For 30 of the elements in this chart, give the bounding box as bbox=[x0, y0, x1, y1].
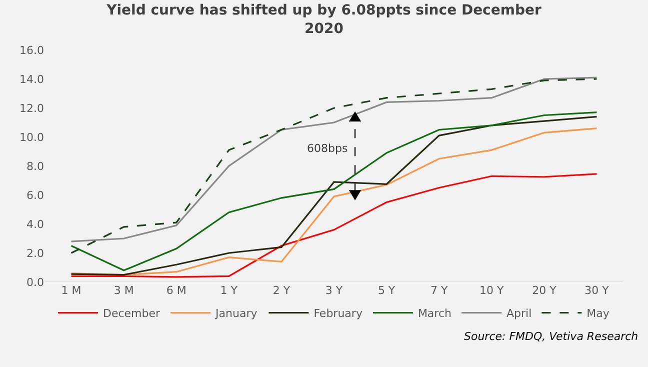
annotation: 608bps bbox=[307, 142, 348, 155]
legend-label: March bbox=[418, 307, 452, 320]
legend-label: February bbox=[314, 307, 363, 320]
legend-label: January bbox=[214, 307, 258, 320]
chart-title: Yield curve has shifted up by 6.08ppts since December 2020 bbox=[106, 2, 542, 37]
y-tick-label: 16.0 bbox=[20, 44, 44, 57]
source-note: Source: FMDQ, Vetiva Research bbox=[464, 330, 638, 343]
y-tick-label: 2.0 bbox=[26, 246, 44, 260]
x-tick-label: 10 Y bbox=[480, 284, 504, 297]
x-tick-label: 6 M bbox=[166, 284, 186, 297]
legend-label: May bbox=[586, 307, 610, 320]
line-series bbox=[70, 173, 598, 278]
x-tick-label: 3 M bbox=[114, 284, 134, 297]
y-tick-label: 12.0 bbox=[20, 102, 44, 115]
x-tick-label: 20 Y bbox=[532, 284, 557, 297]
x-tick-label: 3 Y bbox=[325, 284, 343, 297]
y-tick-label: 4.0 bbox=[26, 218, 44, 231]
x-tick-label: 1 Y bbox=[220, 284, 238, 297]
y-tick-label: 6.0 bbox=[26, 188, 44, 202]
y-tick-label: 0.0 bbox=[26, 276, 44, 289]
x-tick-label: 1 M bbox=[61, 284, 82, 297]
legend-label: December bbox=[103, 307, 161, 320]
x-tick-label: 5 Y bbox=[378, 284, 396, 297]
x-tick-label: 30 Y bbox=[584, 284, 610, 297]
y-tick-label: 14.0 bbox=[20, 72, 44, 86]
legend-label: April bbox=[506, 307, 532, 320]
x-tick-label: 2 Y bbox=[272, 284, 290, 297]
y-tick-label: 8.0 bbox=[26, 160, 44, 173]
x-tick-label: 7 Y bbox=[430, 284, 448, 297]
y-tick-label: 10.0 bbox=[20, 130, 44, 144]
